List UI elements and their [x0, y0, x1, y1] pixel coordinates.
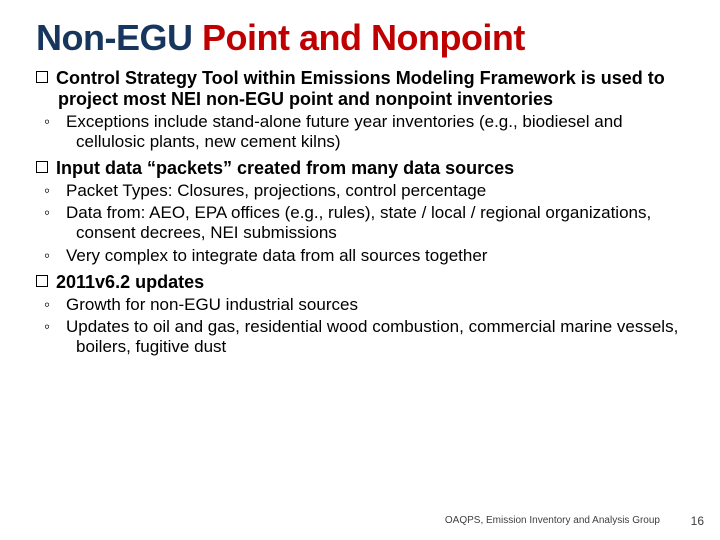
bullet-l2: ◦Data from: AEO, EPA offices (e.g., rule… [60, 203, 684, 243]
bullet-l2: ◦Packet Types: Closures, projections, co… [60, 181, 684, 201]
title-part-1: Non-EGU [36, 17, 202, 58]
square-bullet-icon [36, 161, 48, 173]
bullet-text: Very complex to integrate data from all … [66, 246, 487, 265]
footer-text: OAQPS, Emission Inventory and Analysis G… [445, 515, 660, 526]
bullet-l1: 2011v6.2 updates [36, 272, 684, 293]
bullet-text: Exceptions include stand-alone future ye… [66, 112, 623, 151]
square-bullet-icon [36, 71, 48, 83]
slide-title: Non-EGU Point and Nonpoint [36, 18, 684, 58]
bullet-l2: ◦Growth for non-EGU industrial sources [60, 295, 684, 315]
title-part-2: Point and Nonpoint [202, 17, 525, 58]
bullet-text: Data from: AEO, EPA offices (e.g., rules… [66, 203, 651, 242]
square-bullet-icon [36, 275, 48, 287]
bullet-l1: Input data “packets” created from many d… [36, 158, 684, 179]
bullet-text: Growth for non-EGU industrial sources [66, 295, 358, 314]
bullet-l2: ◦Updates to oil and gas, residential woo… [60, 317, 684, 357]
bullet-l2: ◦Exceptions include stand-alone future y… [60, 112, 684, 152]
slide: Non-EGU Point and Nonpoint Control Strat… [0, 0, 720, 540]
bullet-text: Control Strategy Tool within Emissions M… [56, 68, 665, 109]
bullet-text: Updates to oil and gas, residential wood… [66, 317, 678, 356]
bullet-l2: ◦Very complex to integrate data from all… [60, 246, 684, 266]
bullet-l1: Control Strategy Tool within Emissions M… [36, 68, 684, 110]
bullet-text: Packet Types: Closures, projections, con… [66, 181, 486, 200]
page-number: 16 [691, 514, 704, 528]
bullet-text: 2011v6.2 updates [56, 272, 204, 292]
slide-body: Control Strategy Tool within Emissions M… [36, 68, 684, 357]
bullet-text: Input data “packets” created from many d… [56, 158, 514, 178]
